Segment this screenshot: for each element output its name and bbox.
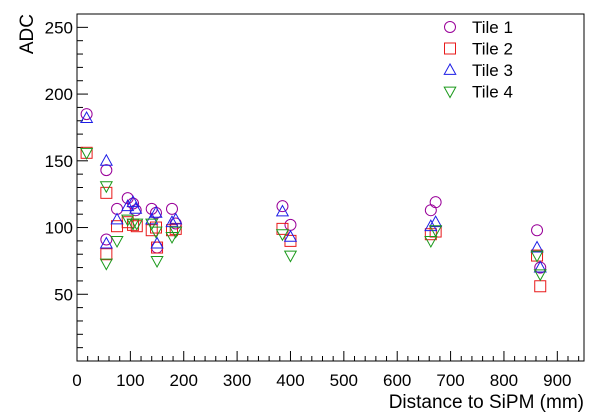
data-point <box>145 224 158 237</box>
data-point <box>100 164 113 177</box>
data-point <box>169 212 183 225</box>
data-point <box>165 215 179 228</box>
y-axis: 50 100 150 200 250 <box>45 13 88 362</box>
data-point <box>149 205 163 218</box>
data-point <box>429 225 443 238</box>
series-4 <box>79 147 547 282</box>
legend-marker <box>444 21 456 33</box>
data-point <box>110 212 124 225</box>
legend-label: Tile 3 <box>472 61 513 80</box>
legend-marker <box>444 42 456 55</box>
x-tick-label: 400 <box>276 371 304 390</box>
data-point <box>530 240 544 253</box>
data-point <box>275 204 290 217</box>
data-point <box>424 235 438 248</box>
data-point <box>533 260 547 273</box>
data-point <box>284 218 297 231</box>
data-point <box>150 256 164 268</box>
y-tick-label: 200 <box>45 85 73 104</box>
data-point <box>283 250 298 263</box>
y-tick-label: 250 <box>45 18 73 37</box>
data-point <box>533 269 547 282</box>
data-point <box>79 111 94 123</box>
data-point <box>130 218 144 231</box>
y-tick-label: 100 <box>45 219 73 238</box>
data-point <box>165 231 179 244</box>
x-tick-label: 0 <box>72 371 81 390</box>
data-point <box>111 220 124 233</box>
data-point <box>531 224 544 237</box>
data-point <box>165 224 178 237</box>
data-point <box>145 218 159 231</box>
legend-marker <box>443 62 457 75</box>
series-3 <box>79 111 547 273</box>
data-point <box>99 181 113 194</box>
data-point <box>534 280 547 293</box>
x-tick-label: 700 <box>436 371 464 390</box>
data-point <box>129 201 143 214</box>
data-point <box>110 235 124 248</box>
data-point <box>276 200 289 213</box>
data-point <box>121 199 135 212</box>
x-tick-label: 300 <box>223 371 251 390</box>
data-point <box>100 233 113 246</box>
x-tick-label: 200 <box>170 371 198 390</box>
data-point <box>121 214 135 227</box>
legend-label: Tile 4 <box>472 83 513 102</box>
data-point <box>429 196 442 209</box>
y-tick-label: 150 <box>45 152 73 171</box>
legend-label: Tile 1 <box>472 18 513 37</box>
data-point <box>165 202 178 215</box>
data-point <box>99 153 113 166</box>
x-tick-label: 800 <box>490 371 518 390</box>
data-point <box>100 186 113 199</box>
data-point <box>424 204 437 217</box>
y-tick-label: 50 <box>54 285 73 304</box>
data-markers <box>79 108 547 293</box>
x-tick-label: 100 <box>116 371 144 390</box>
data-point <box>99 258 113 271</box>
data-point <box>99 236 113 249</box>
x-axis-title: Distance to SiPM (mm) <box>389 392 584 413</box>
data-point <box>275 229 290 242</box>
data-point <box>530 250 544 263</box>
data-point <box>80 108 93 121</box>
data-point <box>126 195 140 208</box>
data-point <box>429 215 443 228</box>
x-tick-label: 500 <box>330 371 358 390</box>
legend-marker <box>443 86 457 99</box>
x-axis: 0 100 200 300 400 500 600 700 800 900 <box>72 351 580 390</box>
data-point <box>169 226 183 239</box>
data-point <box>79 147 94 160</box>
x-tick-label: 600 <box>383 371 411 390</box>
legend: Tile 1 Tile 2 Tile 3 Tile 4 <box>443 18 513 102</box>
data-point <box>100 248 113 261</box>
data-point <box>283 229 298 242</box>
x-tick-label: 900 <box>543 371 571 390</box>
y-axis-title: ADC <box>17 14 38 54</box>
data-point <box>150 236 164 249</box>
legend-label: Tile 2 <box>472 40 513 59</box>
data-point <box>149 226 163 239</box>
data-point <box>276 222 289 235</box>
